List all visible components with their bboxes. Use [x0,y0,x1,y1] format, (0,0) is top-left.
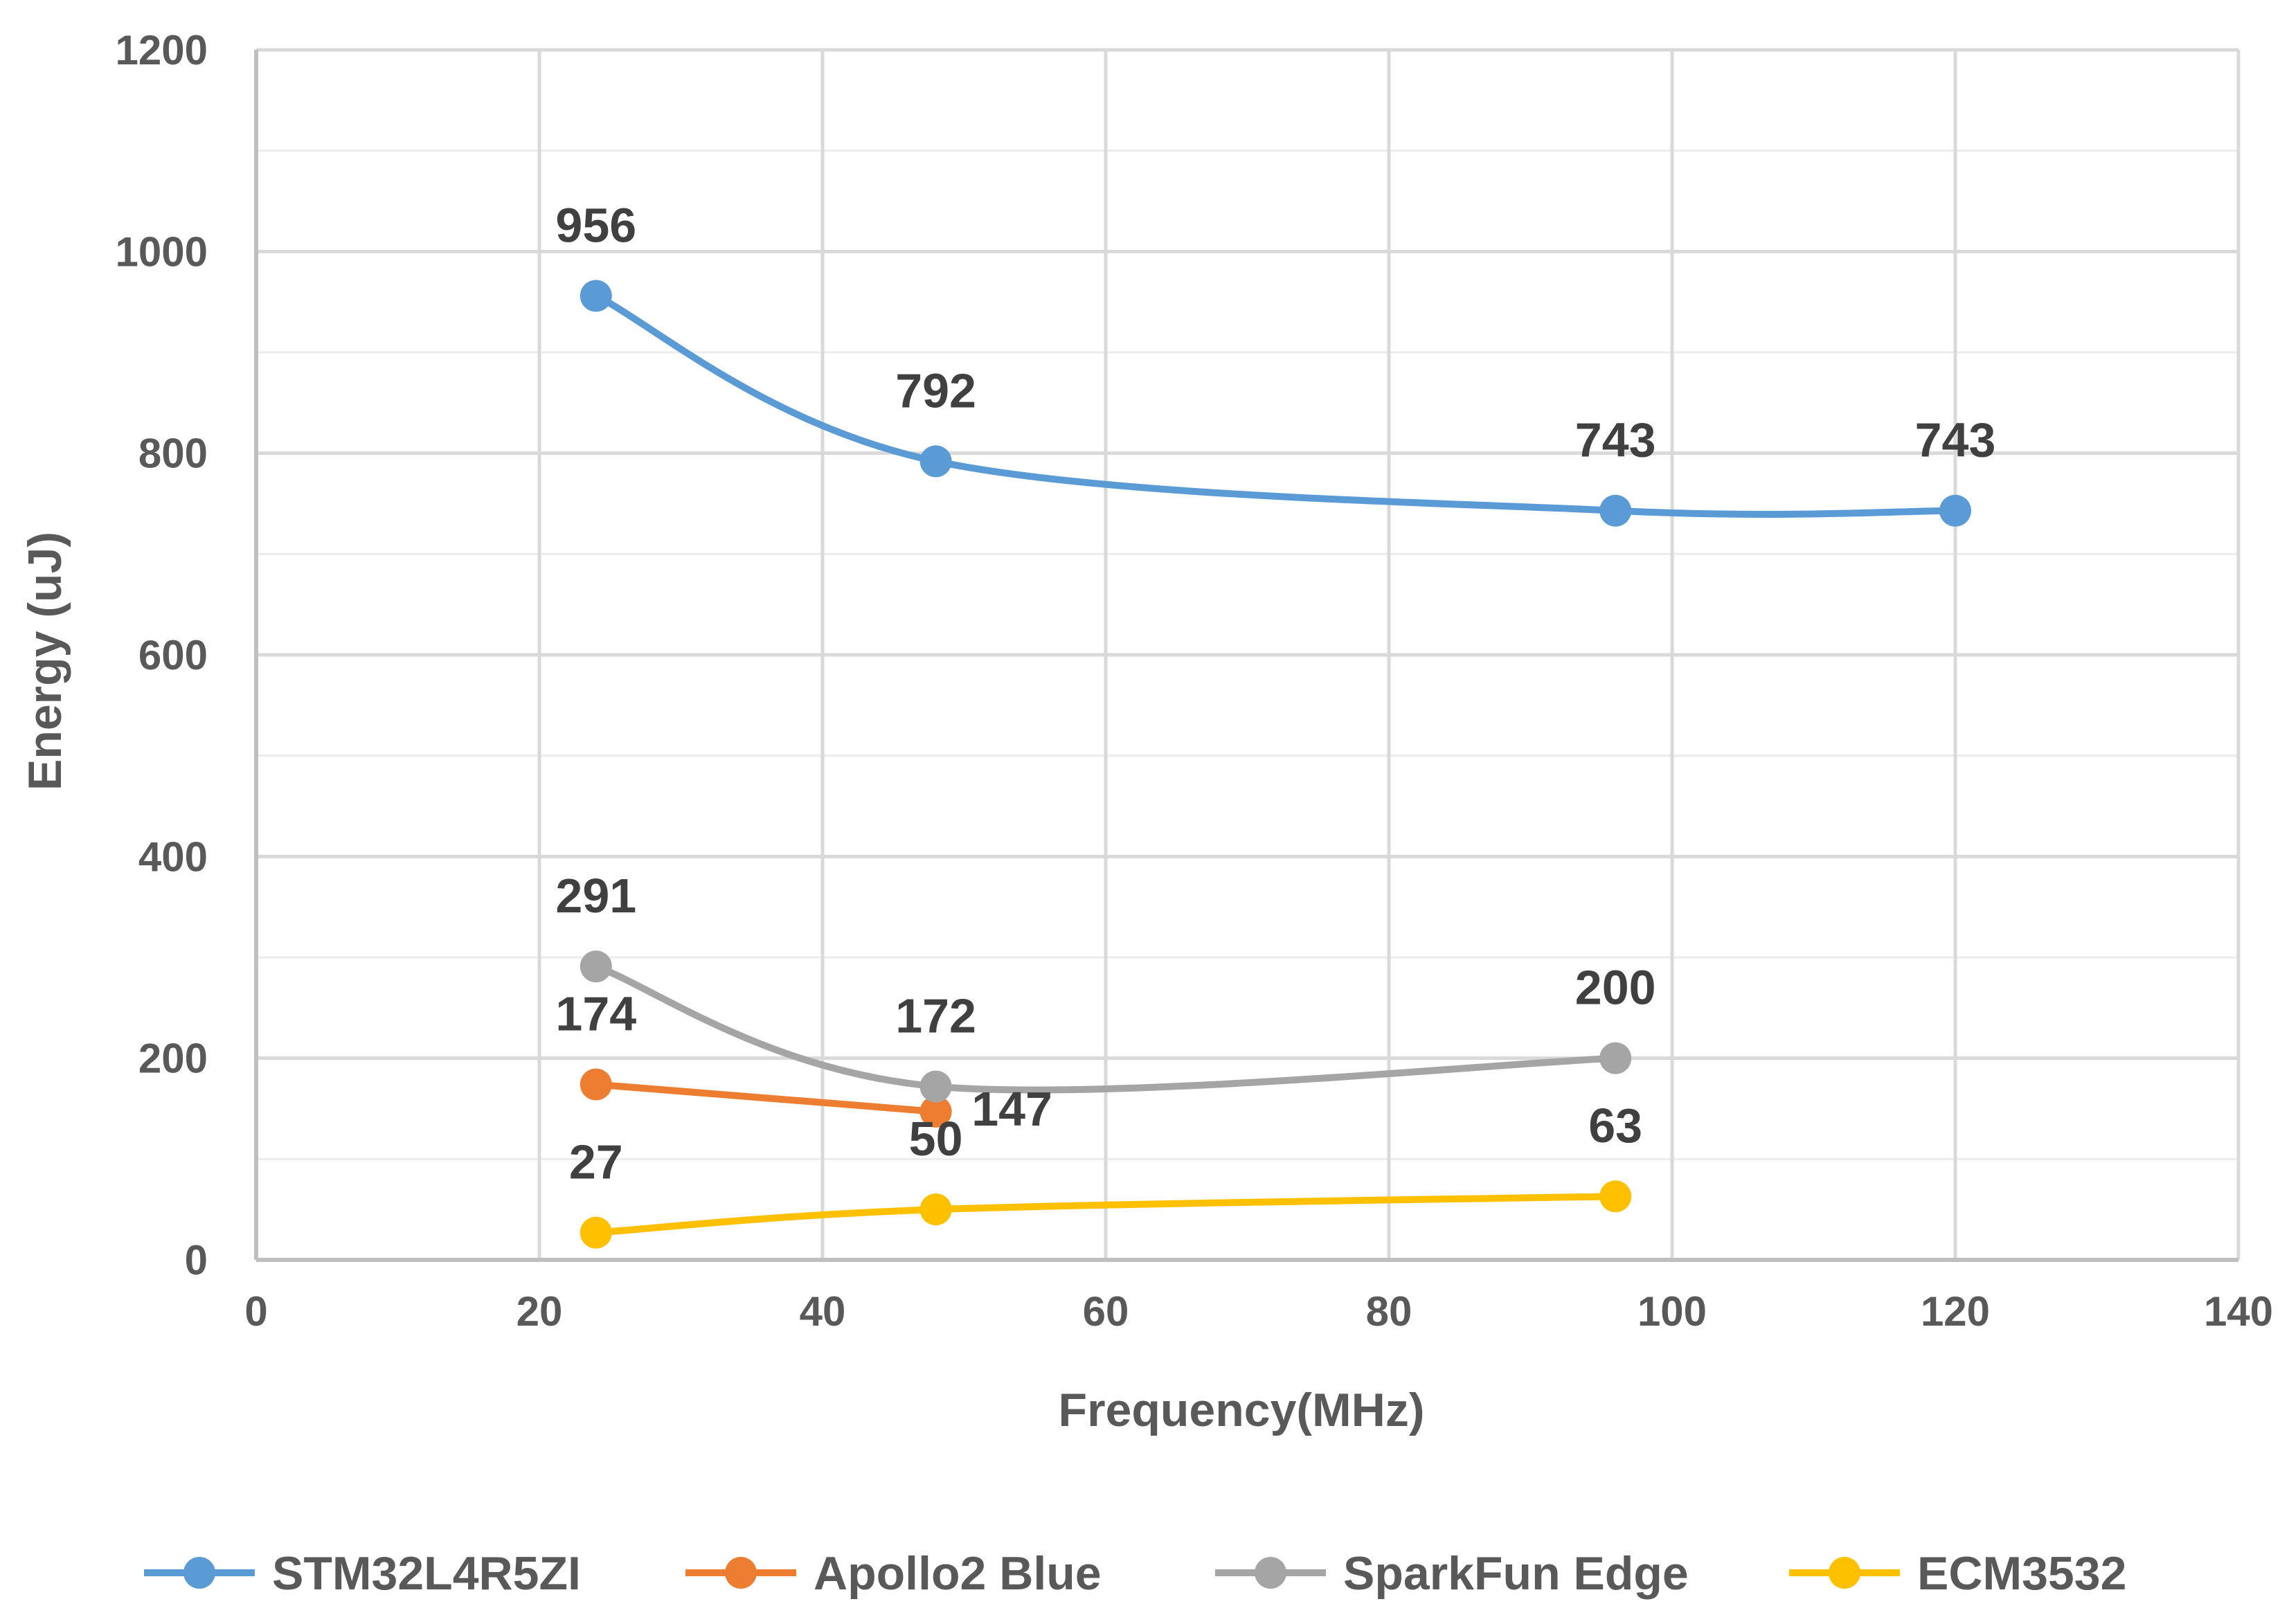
legend-marker-apollo2-blue [725,1557,757,1589]
chart-axes [254,50,2238,1262]
legend-item-stm32l4r5zi: STM32L4R5ZI [144,1547,581,1600]
legend-item-sparkfun-edge: SparkFun Edge [1215,1547,1689,1600]
legend-label-sparkfun-edge: SparkFun Edge [1343,1547,1689,1600]
legend-marker-sparkfun-edge [1255,1557,1286,1589]
chart-legend: STM32L4R5ZI Apollo2 Blue SparkFun Edge ECM3… [144,1547,2126,1600]
y-tick-label: 1000 [116,228,208,275]
chart-data-labels: 956 792 743 743 174 147 291 172 200 27 50 63 [555,198,1995,1189]
data-point-apollo2-blue [580,1068,612,1101]
series-line-apollo2-blue [592,1081,940,1115]
data-point-sparkfun-edge [919,1070,952,1103]
chart-ticks: 0 200 400 600 800 1000 1200 0 20 40 60 80 100 120 140 [116,27,2274,1335]
y-tick-label: 200 [138,1036,208,1082]
data-point-ecm3532 [1599,1180,1632,1213]
data-label-sparkfun-edge: 200 [1575,961,1656,1015]
series-line-ecm3532 [592,1193,1619,1236]
x-tick-label: 60 [1083,1288,1129,1335]
data-label-ecm3532: 27 [569,1135,623,1189]
data-label-stm32l4r5zi: 743 [1575,413,1656,467]
y-tick-label: 400 [138,833,208,880]
data-point-stm32l4r5zi [580,280,612,312]
legend-label-apollo2-blue: Apollo2 Blue [814,1547,1102,1600]
y-tick-label: 1200 [116,27,208,73]
data-label-stm32l4r5zi: 792 [895,363,976,417]
x-tick-label: 0 [244,1288,267,1335]
data-point-ecm3532 [580,1216,612,1249]
legend-marker-ecm3532 [1829,1557,1860,1589]
data-point-ecm3532 [919,1193,952,1226]
legend-item-apollo2-blue: Apollo2 Blue [685,1547,1102,1600]
data-label-sparkfun-edge: 172 [895,989,976,1043]
data-label-apollo2-blue: 147 [971,1082,1052,1136]
data-point-sparkfun-edge [580,950,612,983]
data-label-apollo2-blue: 174 [555,987,636,1041]
data-point-stm32l4r5zi [919,445,952,478]
data-point-apollo2-blue [919,1095,952,1128]
x-tick-label: 80 [1366,1288,1412,1335]
data-label-stm32l4r5zi: 956 [555,198,636,252]
legend-label-stm32l4r5zi: STM32L4R5ZI [272,1547,581,1600]
data-point-stm32l4r5zi [1939,494,1971,527]
x-tick-label: 40 [800,1288,846,1335]
y-axis-title: Energy (uJ) [19,532,71,791]
y-tick-label: 0 [185,1237,208,1283]
legend-label-ecm3532: ECM3532 [1917,1547,2126,1600]
y-tick-label: 600 [138,632,208,678]
chart-grid [254,48,2241,1262]
data-label-ecm3532: 50 [909,1112,963,1166]
legend-marker-stm32l4r5zi [183,1557,215,1589]
x-tick-label: 20 [517,1288,563,1335]
series-line-stm32l4r5zi [592,292,1959,518]
chart-series [580,280,1971,1249]
x-tick-label: 120 [1921,1288,1990,1335]
legend-item-ecm3532: ECM3532 [1789,1547,2126,1600]
series-line-sparkfun-edge [592,963,1619,1094]
data-label-stm32l4r5zi: 743 [1915,413,1996,467]
data-label-sparkfun-edge: 291 [555,869,636,923]
data-point-stm32l4r5zi [1599,494,1632,527]
y-tick-label: 800 [138,431,208,477]
data-point-sparkfun-edge [1599,1042,1632,1074]
x-axis-title: Frequency(MHz) [1059,1384,1425,1436]
x-tick-label: 140 [2204,1288,2273,1335]
data-label-ecm3532: 63 [1588,1099,1642,1153]
x-tick-label: 100 [1637,1288,1707,1335]
